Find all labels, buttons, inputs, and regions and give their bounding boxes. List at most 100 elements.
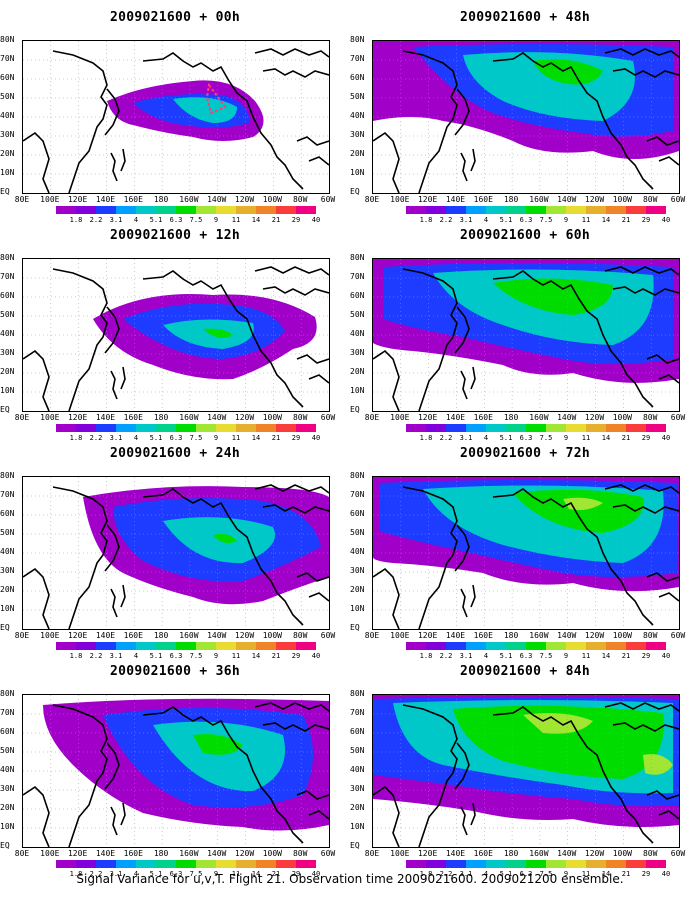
colorbar-label: 4 (483, 870, 489, 878)
lon-tick-label: 120E (417, 849, 438, 858)
variance-map (22, 476, 330, 630)
colorbar-label: 5.1 (499, 216, 513, 224)
colorbar-swatch (196, 206, 216, 214)
lon-tick-label: 100W (612, 413, 632, 422)
variance-contour (193, 734, 243, 755)
colorbar-swatch (56, 206, 76, 214)
colorbar-label: 11 (231, 652, 241, 660)
colorbar-swatch (176, 642, 196, 650)
lon-tick-label: 60W (320, 849, 336, 858)
lon-tick-label: 120W (234, 195, 255, 204)
coastline (110, 806, 118, 836)
lon-tick-label: 160W (179, 195, 199, 204)
coastline (142, 706, 304, 844)
coastline (296, 354, 329, 364)
colorbar (406, 642, 666, 650)
lon-tick-label: 140E (445, 195, 466, 204)
colorbar-swatch (256, 424, 276, 432)
coastline (254, 266, 329, 276)
lon-tick-label: 140W (207, 413, 227, 422)
colorbar-label: 7.5 (189, 216, 203, 224)
map-panel: 2009021600 + 60h 80N 70N 60N 50N 40N 30N 20N 10N… (350, 218, 700, 442)
lon-tick-label: 100W (262, 631, 282, 640)
lon-tick-label: 80W (292, 413, 308, 422)
colorbar-swatch (426, 424, 446, 432)
colorbar-label: 5.1 (149, 652, 163, 660)
lon-tick-label: 100E (40, 195, 60, 204)
lon-tick-label: 120W (584, 631, 605, 640)
colorbar-label: 11 (581, 652, 591, 660)
lon-tick-label: 80W (642, 195, 658, 204)
colorbar-label: 5.1 (149, 870, 163, 878)
colorbar-swatch (526, 642, 546, 650)
map-panel: 2009021600 + 72h 80N 70N 60N 50N 40N 30N 20N 10N… (350, 436, 700, 660)
lat-tick-label: EQ (350, 187, 360, 196)
lat-tick-label: 20N (350, 585, 365, 594)
lat-tick-label: 30N (350, 348, 365, 357)
colorbar-label: 2.2 (89, 216, 103, 224)
coastline (296, 790, 329, 800)
lat-tick-label: 70N (0, 708, 15, 717)
lat-tick-label: 50N (0, 92, 15, 101)
colorbar-swatch (586, 206, 606, 214)
colorbar-label: 40 (661, 652, 671, 660)
colorbar-swatch (196, 642, 216, 650)
colorbar-label: 9 (563, 216, 569, 224)
variance-contour (533, 59, 603, 85)
lat-tick-label: 40N (0, 765, 15, 774)
lon-tick-label: 160E (123, 195, 143, 204)
lat-tick-label: 60N (0, 727, 15, 736)
colorbar-label: 40 (661, 216, 671, 224)
colorbar-swatch (606, 642, 626, 650)
colorbar-swatch (646, 642, 666, 650)
coastline (52, 268, 108, 411)
coastline (658, 810, 679, 820)
colorbar-swatch (216, 860, 236, 868)
lon-tick-label: 140W (557, 195, 577, 204)
lon-tick-label: 100E (40, 849, 60, 858)
colorbar (406, 860, 666, 868)
coastline (646, 136, 679, 146)
colorbar-swatch (586, 424, 606, 432)
colorbar-label: 4 (483, 434, 489, 442)
lat-tick-label: 80N (350, 689, 365, 698)
lat-tick-label: 30N (0, 566, 15, 575)
lat-tick-label: 50N (350, 310, 365, 319)
colorbar-swatch (176, 860, 196, 868)
lat-tick-label: EQ (0, 841, 10, 850)
lat-tick-label: EQ (350, 405, 360, 414)
colorbar-swatch (546, 642, 566, 650)
colorbar-swatch (96, 424, 116, 432)
panel-title: 2009021600 + 00h (109, 10, 241, 25)
colorbar-swatch (216, 424, 236, 432)
colorbar-swatch (276, 424, 296, 432)
panel-title: 2009021600 + 36h (109, 664, 241, 679)
colorbar-label: 2.2 (89, 434, 103, 442)
colorbar-label: 4 (483, 652, 489, 660)
colorbar-swatch (56, 860, 76, 868)
colorbar-swatch (426, 206, 446, 214)
colorbar-swatch (296, 424, 316, 432)
colorbar-label: 7.5 (539, 434, 553, 442)
coastline (110, 588, 118, 618)
coastline (308, 156, 329, 166)
lon-tick-label: 100E (40, 631, 60, 640)
colorbar-swatch (56, 424, 76, 432)
colorbar (56, 424, 316, 432)
lat-tick-label: 20N (0, 803, 15, 812)
colorbar-swatch (546, 206, 566, 214)
coastline (52, 50, 108, 193)
coastline (373, 785, 400, 847)
colorbar-swatch (406, 206, 426, 214)
coastline (23, 785, 50, 847)
colorbar-swatch (256, 642, 276, 650)
colorbar-swatch (76, 860, 96, 868)
colorbar-label: 3.1 (459, 870, 473, 878)
colorbar-swatch (116, 860, 136, 868)
colorbar-swatch (546, 424, 566, 432)
lon-tick-label: 100W (262, 849, 282, 858)
figure-caption: Signal Variance for u,v,T. Flight 21. Ob… (76, 872, 624, 886)
lat-tick-label: 20N (0, 367, 15, 376)
coastline (104, 524, 120, 572)
lon-tick-label: 120E (67, 631, 88, 640)
